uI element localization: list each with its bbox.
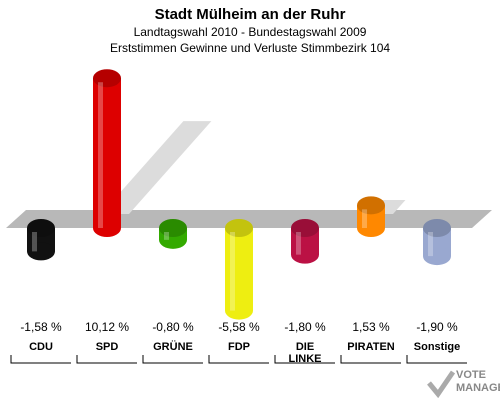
chart-subtitle-1: Landtagswahl 2010 - Bundestagswahl 2009 (133, 25, 367, 39)
bar-top-cap (159, 219, 187, 237)
category-bracket (274, 355, 335, 364)
bar-highlight (230, 232, 235, 311)
bar-highlight (32, 232, 37, 252)
bar-top-cap (291, 219, 319, 237)
value-label: -1,58 % (20, 320, 62, 334)
value-label: -0,80 % (152, 320, 194, 334)
bar-sonstige (423, 219, 451, 266)
value-label: -5,58 % (218, 320, 260, 334)
category-bracket (406, 355, 467, 364)
logo-line2: MANAGER (456, 382, 500, 394)
bar-body (93, 78, 121, 228)
bar-bottom-cap (225, 301, 253, 320)
category-label: SPD (96, 341, 119, 353)
category-label: FDP (228, 341, 250, 353)
category-label: GRÜNE (153, 340, 193, 353)
bar-top-cap (357, 196, 385, 215)
bar-piraten (357, 196, 406, 237)
bar-fdp (225, 219, 253, 320)
bar-bottom-cap (27, 242, 55, 261)
value-label: -1,80 % (284, 320, 326, 334)
bar-highlight (428, 232, 433, 257)
bar-bottom-cap (423, 247, 451, 266)
bar-cdu (27, 219, 55, 261)
category-bracket (340, 355, 401, 364)
bar-top-cap (93, 69, 121, 88)
bar-highlight (296, 232, 301, 255)
value-label: 1,53 % (352, 320, 390, 334)
value-label: 10,12 % (85, 320, 129, 334)
chart-title: Stadt Mülheim an der Ruhr (154, 6, 346, 23)
category-label: LINKE (289, 353, 322, 365)
category-label: PIRATEN (347, 341, 395, 353)
vote-manager-logo: VOTE MANAGER (426, 366, 500, 400)
bar-bottom-cap (357, 219, 385, 237)
bar-top-cap (225, 219, 253, 237)
bar-top-cap (423, 219, 451, 237)
category-label: DIE (296, 341, 314, 353)
bar-bottom-cap (291, 245, 319, 264)
category-bracket (142, 355, 203, 364)
bar-top-cap (27, 219, 55, 237)
bar-bottom-cap (93, 219, 121, 237)
bar-shadow (101, 121, 212, 214)
bar-highlight (362, 209, 367, 228)
category-bracket (76, 355, 137, 364)
logo-check-icon (427, 370, 456, 398)
category-bracket (10, 355, 71, 364)
category-label: Sonstige (414, 341, 460, 353)
category-label: CDU (29, 341, 53, 353)
bars (27, 69, 451, 320)
bar-die-linke (291, 219, 319, 264)
bar-body (225, 228, 253, 311)
bar-highlight (98, 82, 103, 228)
bar-grüne (159, 219, 187, 249)
value-label: -1,90 % (416, 320, 458, 334)
bar-spd (93, 69, 212, 237)
title-block: Stadt Mülheim an der Ruhr Landtagswahl 2… (0, 6, 500, 56)
category-bracket (208, 355, 269, 364)
logo-line1: VOTE (456, 369, 486, 381)
chart-subtitle-2: Erststimmen Gewinne und Verluste Stimmbe… (109, 41, 391, 55)
value-labels: -1,58 % 10,12 % -0,80 % -5,58 % -1,80 % 1,53 … (20, 320, 458, 334)
bar-highlight (164, 232, 169, 240)
